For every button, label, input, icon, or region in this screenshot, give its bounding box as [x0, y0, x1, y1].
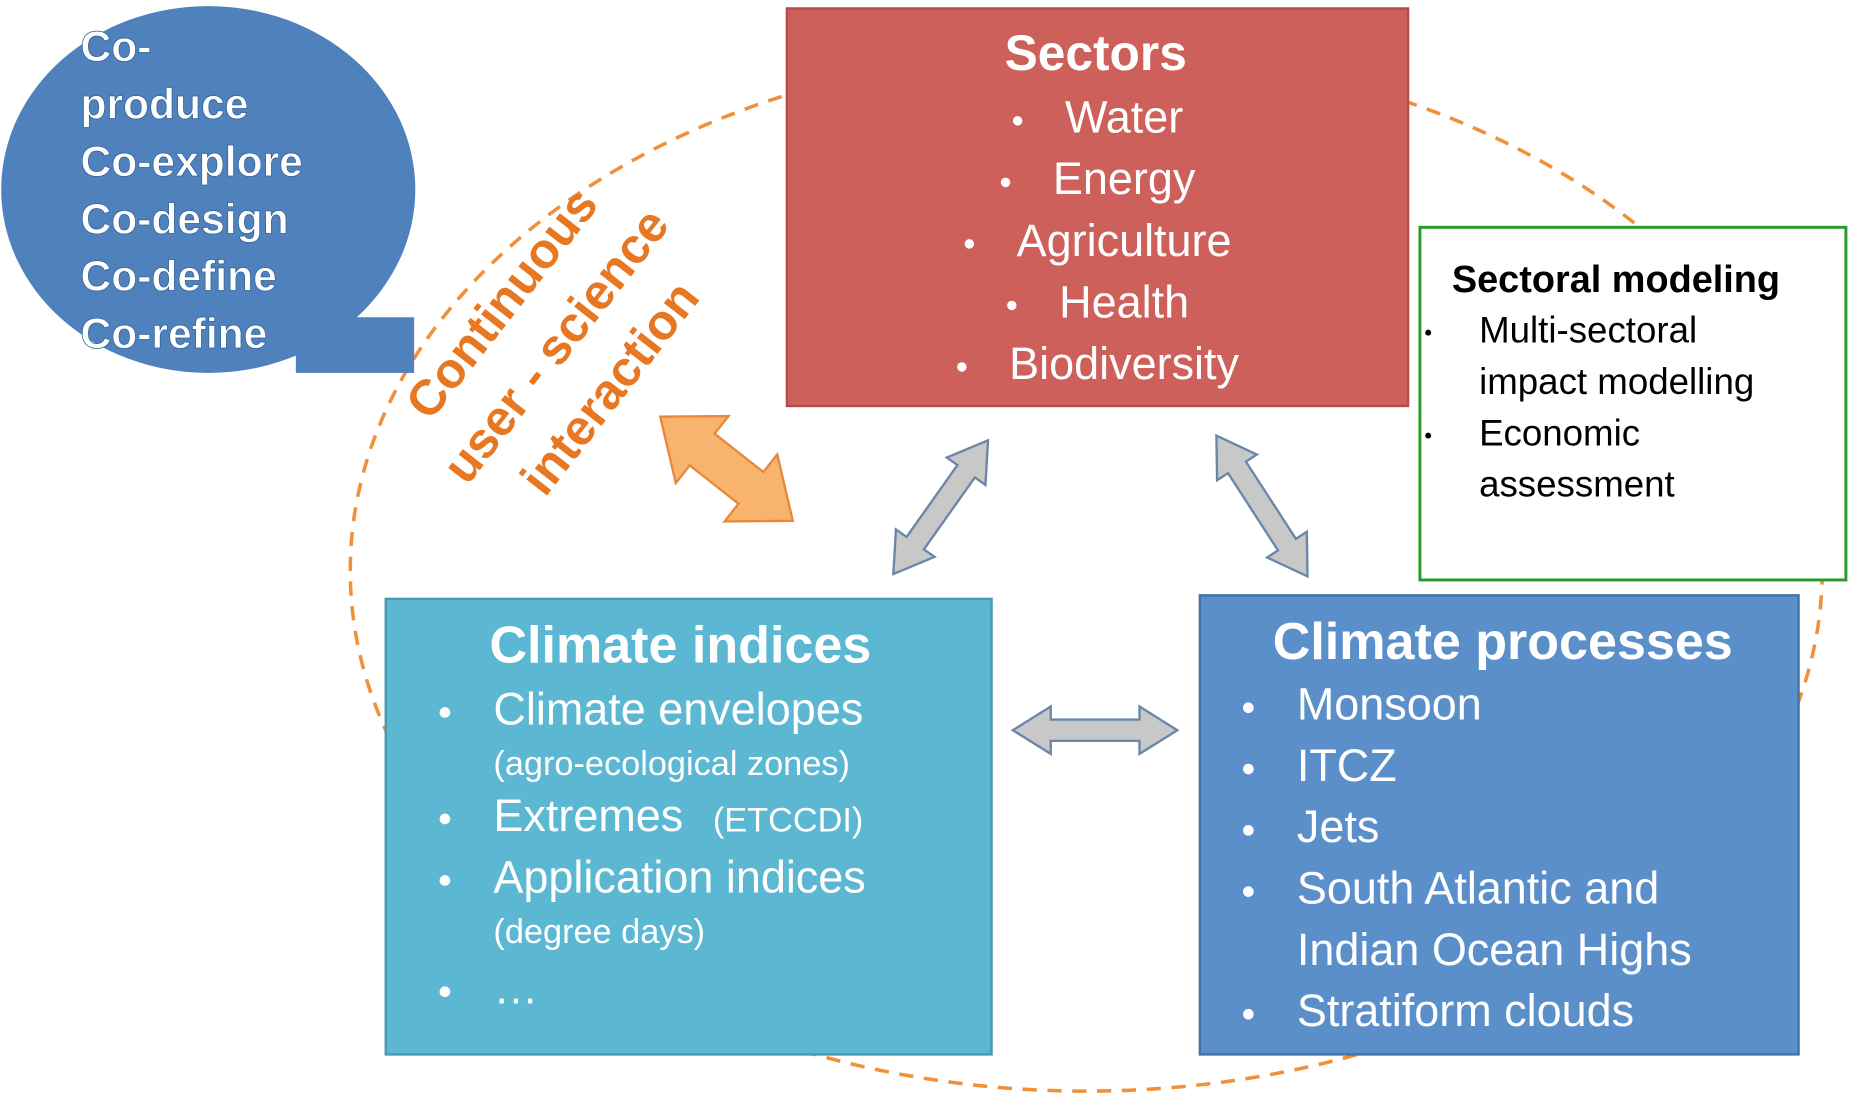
bullet — [1007, 300, 1017, 311]
indices-note: (ETCCDI) — [713, 802, 864, 840]
bullet — [1425, 432, 1432, 439]
indices-item: Extremes — [493, 790, 683, 841]
sectors-title: Sectors — [1005, 25, 1187, 81]
indices-item: … — [493, 963, 538, 1014]
bullet — [1243, 886, 1254, 897]
processes-item: South Atlantic and — [1297, 862, 1659, 913]
bubble-line: Co- — [80, 23, 151, 71]
sector-item: Agriculture — [1017, 215, 1232, 266]
indices-title: Climate indices — [489, 616, 871, 674]
bubble-tail — [295, 317, 415, 373]
bullet — [439, 813, 451, 825]
sectoral-item: Multi-sectoral — [1479, 309, 1697, 350]
processes-item: Jets — [1297, 801, 1379, 852]
arrows — [658, 414, 1309, 757]
indices-item: Application indices — [493, 851, 865, 902]
sector-item: Water — [1065, 92, 1183, 143]
sectoral-modeling-box — [1418, 225, 1848, 582]
bubble-line: Co-explore — [80, 138, 302, 186]
sector-item: Health — [1059, 276, 1189, 327]
bubble-line: produce — [80, 80, 248, 128]
double-arrow — [892, 438, 990, 576]
sectoral-title: Sectoral modeling — [1452, 259, 1780, 301]
processes-item: Stratiform clouds — [1297, 985, 1634, 1036]
processes-item: ITCZ — [1297, 740, 1397, 791]
bullet — [1000, 177, 1011, 188]
sector-item: Biodiversity — [1009, 338, 1239, 389]
speech-bubble — [1, 6, 416, 373]
double-arrow — [1215, 433, 1309, 579]
bullet — [439, 707, 451, 718]
double-arrow — [1010, 704, 1180, 757]
processes-title: Climate processes — [1273, 613, 1733, 671]
sectoral-item: assessment — [1479, 464, 1675, 505]
bullet — [957, 362, 967, 372]
bullet — [1425, 329, 1432, 336]
bubble-line: Co-design — [80, 195, 288, 243]
bullet — [964, 239, 975, 249]
bullet — [439, 875, 451, 886]
climate-processes-box — [1198, 594, 1800, 1056]
sectoral-item: Economic — [1479, 412, 1640, 453]
indices-item: Climate envelopes — [493, 683, 863, 734]
processes-item: Indian Ocean Highs — [1297, 924, 1692, 975]
sectors-box — [785, 7, 1410, 408]
bullet — [1012, 116, 1023, 126]
climate-indices-box — [384, 597, 993, 1056]
bullet — [1243, 702, 1254, 714]
bullet — [439, 986, 451, 998]
indices-note: (agro-ecological zones) — [493, 745, 849, 783]
double-arrow — [658, 414, 795, 523]
bubble-line: Co-refine — [80, 310, 267, 358]
bubble-line: Co-define — [80, 253, 276, 301]
bullet — [1243, 1008, 1254, 1020]
indices-note: (degree days) — [493, 913, 705, 951]
bullet — [1243, 825, 1254, 836]
bullet — [1243, 763, 1254, 775]
processes-item: Monsoon — [1297, 679, 1482, 730]
sectoral-item: impact modelling — [1479, 361, 1754, 402]
sector-item: Energy — [1053, 153, 1196, 204]
bubble-shape — [1, 6, 416, 373]
